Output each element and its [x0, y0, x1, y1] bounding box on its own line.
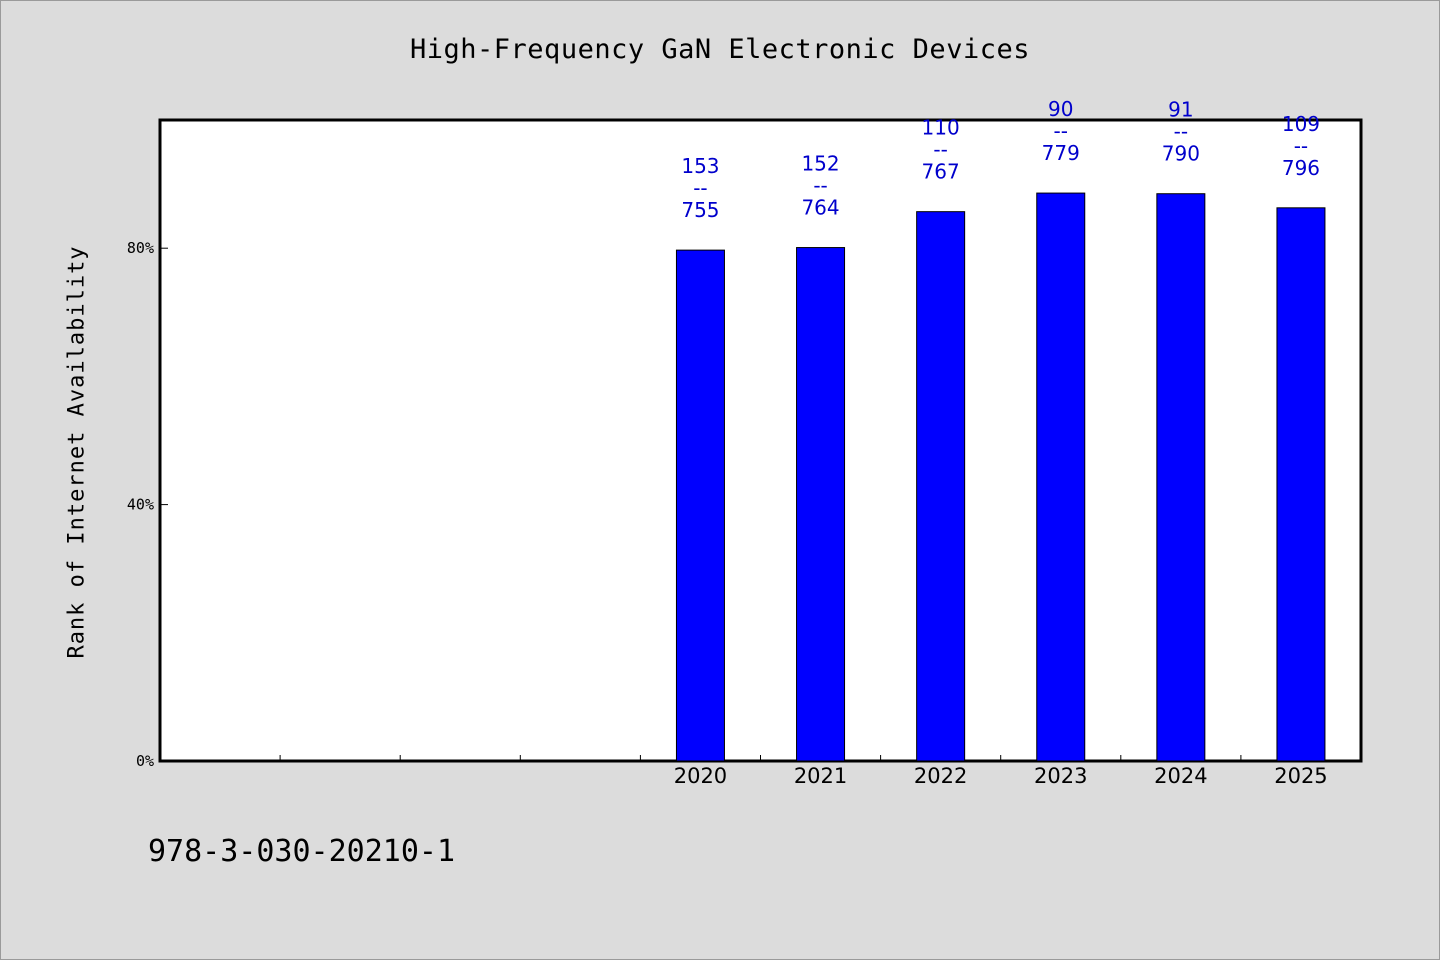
bar-2024: [1156, 193, 1206, 762]
footer-identifier: 978-3-030-20210-1: [148, 834, 456, 869]
data-label: 755: [681, 198, 719, 222]
x-tick-label: 2025: [1274, 764, 1327, 788]
data-label: --: [693, 176, 707, 200]
data-label: 153: [681, 154, 719, 178]
x-tick-label: 2020: [674, 764, 727, 788]
x-tick-label: 2022: [914, 764, 967, 788]
chart-title: High-Frequency GaN Electronic Devices: [410, 34, 1030, 65]
y-tick-label: 80%: [127, 239, 154, 257]
x-tick-label: 2021: [794, 764, 847, 788]
y-tick-label: 40%: [127, 496, 154, 514]
x-tick-label: 2023: [1034, 764, 1087, 788]
data-label: 91: [1168, 98, 1193, 122]
bar-2021: [796, 247, 846, 762]
data-label: 110: [922, 116, 960, 140]
data-label: --: [933, 138, 947, 162]
data-label: --: [1174, 120, 1188, 144]
x-tick-label: 2024: [1154, 764, 1207, 788]
data-label: --: [1054, 119, 1068, 143]
data-label: 779: [1042, 141, 1080, 165]
data-label: --: [813, 174, 827, 198]
data-label: 109: [1282, 112, 1320, 136]
bar-2022: [916, 211, 966, 762]
bar-2020: [675, 249, 725, 762]
data-label: 152: [801, 152, 839, 176]
y-tick-label: 0%: [136, 752, 154, 770]
data-label: 796: [1282, 156, 1320, 180]
data-label: --: [1294, 134, 1308, 158]
data-label: 790: [1162, 142, 1200, 166]
data-label: 764: [801, 196, 839, 220]
bar-2023: [1036, 192, 1086, 762]
data-label: 90: [1048, 97, 1073, 121]
data-label: 767: [922, 160, 960, 184]
bar-2025: [1276, 207, 1326, 762]
